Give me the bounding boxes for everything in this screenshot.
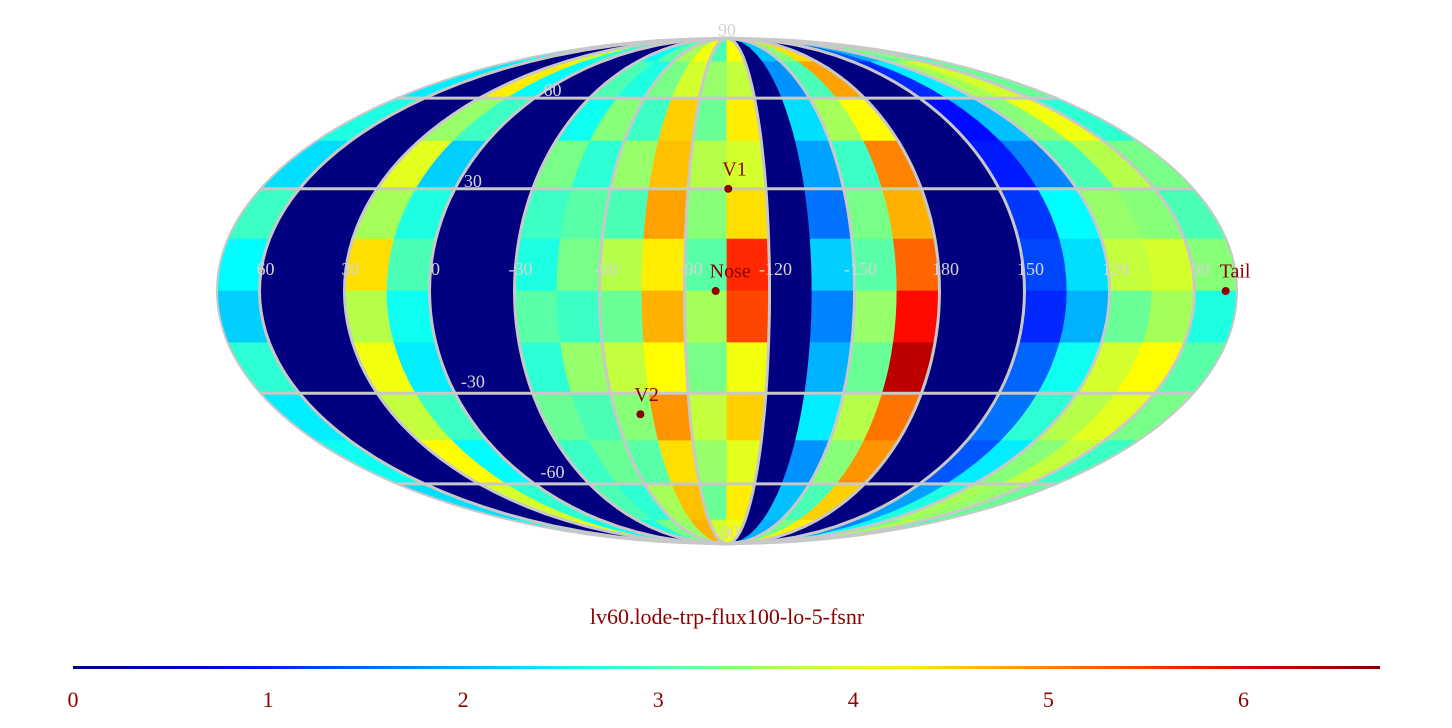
heat-cell (726, 290, 770, 344)
heat-cell (471, 290, 520, 344)
colorbar-tick-label: 4 (848, 687, 859, 712)
heat-cell (429, 290, 478, 344)
heat-cell (765, 342, 811, 394)
heat-cell (599, 290, 645, 344)
lon-label: 30 (342, 259, 360, 279)
heat-cell (851, 290, 898, 344)
point-marker (724, 184, 733, 193)
colorbar-tick-label: 6 (1238, 687, 1249, 712)
heat-cell (684, 188, 728, 240)
colorbar (73, 666, 1380, 669)
colorbar-tick-label: 2 (458, 687, 469, 712)
lat-label: -30 (461, 371, 485, 391)
point-marker (711, 287, 720, 295)
heat-cell (726, 188, 770, 240)
heat-cell (976, 290, 1025, 344)
lon-label: -120 (759, 259, 792, 279)
lon-label: 90 (1192, 259, 1210, 279)
heat-cell (643, 188, 689, 240)
heat-cell (892, 290, 940, 344)
lon-label: -60 (594, 259, 618, 279)
lon-label: -30 (509, 259, 533, 279)
heat-cell (934, 290, 983, 344)
lon-label: 180 (932, 259, 959, 279)
heat-cell (687, 392, 728, 442)
point-label: V2 (634, 384, 658, 406)
lat-label: 60 (543, 80, 561, 100)
lon-label: 0 (431, 259, 440, 279)
lon-label: 60 (257, 259, 275, 279)
lon-label: -90 (679, 259, 703, 279)
heat-cell (514, 290, 562, 344)
heat-cell (726, 392, 767, 442)
point-marker (1221, 287, 1230, 295)
lon-label: 150 (1017, 259, 1044, 279)
lat-label: -60 (540, 462, 564, 482)
graticule (216, 36, 1238, 546)
heat-cell (684, 342, 728, 394)
point-marker (636, 410, 645, 419)
lat-label: 30 (464, 171, 482, 191)
labels: 60 30 0 -30 -60 -90 -120 -150 180 150 120 90 90 60 30 -… (257, 20, 1251, 542)
point-label: Tail (1220, 261, 1251, 283)
map-title: lv60.lode-trp-flux100-lo-5-fsnr (590, 604, 865, 629)
heatmap (216, 37, 1238, 545)
heat-cell (809, 290, 855, 344)
lon-label: -150 (844, 259, 877, 279)
lat-label: 90 (718, 20, 736, 40)
point-label: Nose (710, 261, 751, 283)
heat-cell (687, 140, 728, 190)
colorbar-tick-label: 5 (1043, 687, 1054, 712)
heat-cell (765, 188, 811, 240)
heat-cell (556, 290, 603, 344)
point-label: V1 (722, 158, 746, 180)
colorbar-tick-label: 1 (263, 687, 274, 712)
lat-label: -90 (715, 522, 739, 542)
heat-cell (684, 290, 728, 344)
lon-label: 120 (1102, 259, 1129, 279)
heat-cell (768, 290, 813, 344)
heat-cell (641, 290, 686, 344)
colorbar-tick-label: 3 (653, 687, 664, 712)
heat-cell (726, 342, 770, 394)
colorbar-tick-label: 0 (68, 687, 79, 712)
